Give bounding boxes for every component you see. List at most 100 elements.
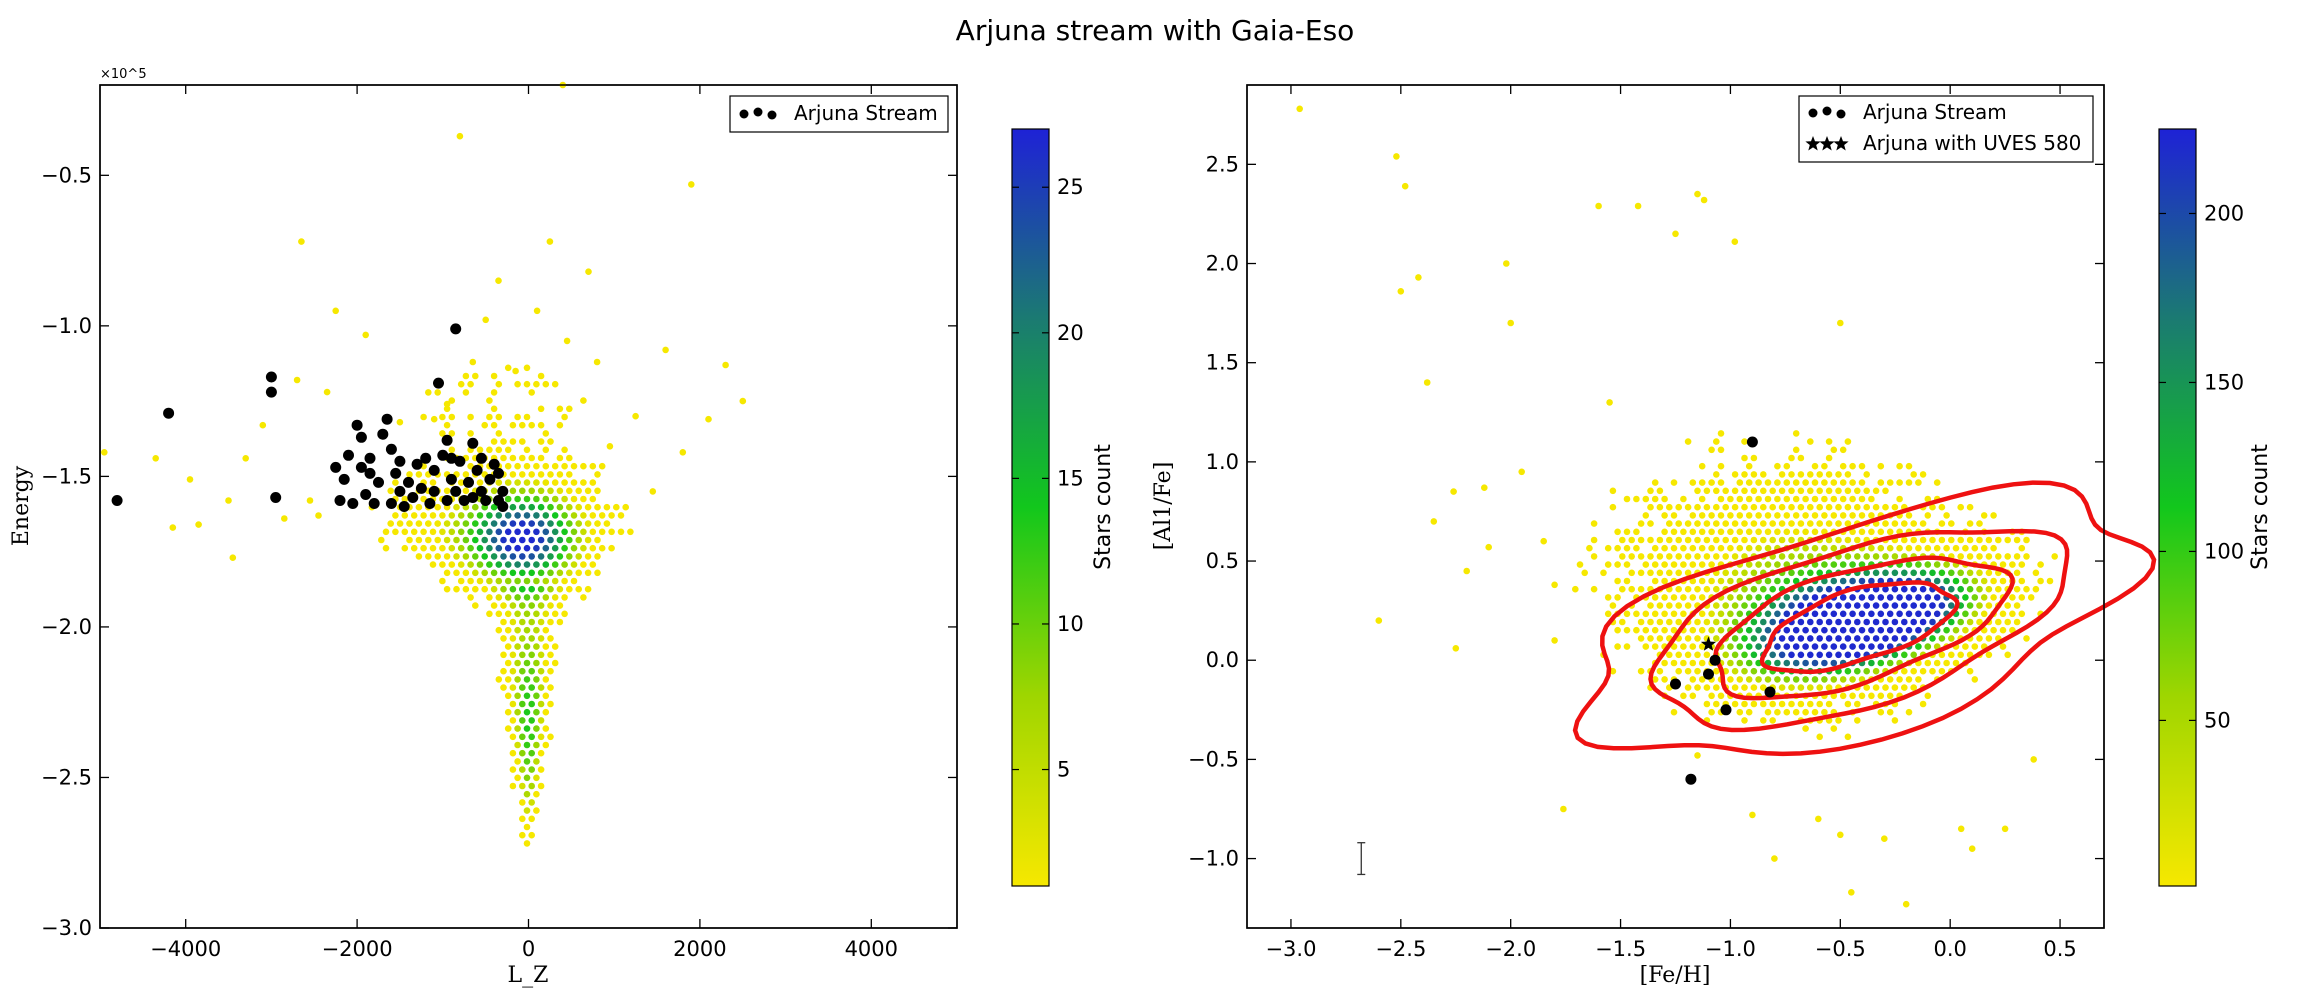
right-hexbin	[1919, 585, 1927, 593]
right-y-tick-label: 1.0	[1206, 450, 1239, 474]
left-hexbin	[523, 462, 531, 470]
right-hexbin	[1656, 618, 1664, 626]
right-x-tick-label: −1.0	[1705, 937, 1756, 961]
right-hexbin	[1651, 626, 1659, 634]
right-hexbin	[1943, 512, 1950, 519]
right-hexbin-outlier	[1957, 825, 1965, 833]
left-hexbin	[542, 462, 550, 470]
right-hexbin	[1948, 602, 1955, 609]
left-hexbin	[580, 512, 587, 519]
left-hexbin-outlier	[229, 554, 237, 561]
right-hexbin	[1929, 569, 1936, 577]
right-hexbin	[1792, 479, 1800, 486]
right-hexbin	[1933, 594, 1941, 601]
left-hexbin	[519, 766, 526, 773]
right-hexbin	[1628, 585, 1635, 593]
right-hexbin	[1919, 700, 1927, 708]
right-hexbin	[1623, 544, 1631, 552]
right-hexbin	[1825, 618, 1833, 626]
right-hexbin	[1797, 569, 1805, 577]
left-hexbin	[584, 536, 592, 544]
right-legend-stars	[1805, 136, 1849, 151]
left-hexbin	[523, 807, 531, 814]
left-hexbin	[509, 766, 517, 773]
left-hexbin	[462, 372, 470, 380]
left-arjuna-point	[381, 413, 393, 425]
right-hexbin	[1722, 520, 1729, 527]
right-hexbin	[1882, 487, 1889, 495]
right-hexbin	[1750, 569, 1758, 577]
left-hexbin	[542, 528, 550, 536]
right-hexbin	[1745, 676, 1753, 683]
right-hexbin-outlier	[1694, 752, 1701, 759]
right-hexbin	[1797, 585, 1805, 593]
left-hexbin	[537, 717, 545, 724]
right-hexbin	[1783, 577, 1791, 585]
right-hexbin	[1604, 594, 1612, 601]
right-hexbin	[1966, 503, 1974, 511]
left-hexbin	[519, 733, 526, 741]
left-y-scale-factor: ×10^5	[100, 67, 147, 82]
right-hexbin	[1825, 503, 1833, 511]
left-arjuna-point	[437, 449, 449, 461]
right-hexbin	[1661, 610, 1668, 618]
left-hexbin-outlier	[242, 455, 249, 462]
right-hexbin	[1736, 676, 1744, 683]
left-hexbin	[523, 528, 531, 536]
right-y-tick-label: 0.5	[1206, 549, 1239, 573]
left-hexbin	[500, 602, 507, 609]
right-hexbin	[1858, 626, 1866, 634]
left-hexbin	[570, 512, 578, 519]
right-hexbin	[1957, 651, 1964, 659]
left-hexbin	[566, 405, 573, 413]
left-hexbin	[556, 487, 564, 495]
right-hexbin	[1788, 602, 1795, 609]
right-hexbin	[1924, 692, 1932, 700]
right-hexbin	[1830, 495, 1838, 503]
left-hexbin	[519, 831, 526, 839]
left-hexbin	[476, 446, 484, 454]
right-hexbin	[1943, 561, 1950, 568]
right-hexbin	[1896, 462, 1903, 470]
right-hexbin	[1933, 561, 1941, 568]
left-hexbin	[500, 438, 507, 445]
right-hexbin	[1604, 561, 1612, 568]
right-legend: Arjuna Stream Arjuna with UVES 580	[1798, 95, 2094, 163]
left-hexbin	[495, 512, 503, 519]
left-hexbin	[547, 569, 554, 577]
right-hexbin	[1694, 487, 1701, 495]
right-hexbin	[1792, 512, 1800, 519]
right-hexbin	[1849, 528, 1856, 536]
right-hexbin	[1999, 626, 2007, 634]
right-arjuna-point	[1746, 436, 1758, 448]
right-hexbin	[1675, 569, 1682, 577]
left-hexbin	[509, 503, 517, 511]
left-hexbin	[523, 561, 531, 568]
left-hexbin	[495, 676, 503, 683]
right-hexbin	[1637, 553, 1645, 560]
right-hexbin	[1877, 544, 1885, 552]
left-hexbin	[476, 577, 484, 585]
right-hexbin	[1835, 717, 1842, 724]
right-hexbin	[1849, 692, 1856, 700]
right-hexbin	[1651, 544, 1659, 552]
left-hexbin-outlier	[533, 307, 541, 315]
left-hexbin	[556, 618, 564, 626]
left-hexbin	[509, 536, 517, 544]
right-hexbin	[1905, 544, 1913, 552]
right-hexbin	[1807, 569, 1814, 577]
right-hexbin	[1666, 651, 1673, 659]
right-plot-border	[1246, 84, 2105, 929]
right-hexbin	[1985, 553, 1993, 560]
right-x-tick-label: −1.5	[1595, 937, 1646, 961]
right-hexbin	[1651, 610, 1659, 618]
left-hexbin	[500, 618, 507, 626]
right-hexbin	[1938, 651, 1946, 659]
right-hexbin	[1698, 561, 1706, 568]
right-hexbin	[1839, 577, 1847, 585]
right-hexbin	[1835, 520, 1842, 527]
right-hexbin	[1698, 594, 1706, 601]
right-hexbin	[1886, 479, 1894, 486]
right-hexbin	[1661, 676, 1668, 683]
left-legend-label: Arjuna Stream	[794, 101, 938, 125]
